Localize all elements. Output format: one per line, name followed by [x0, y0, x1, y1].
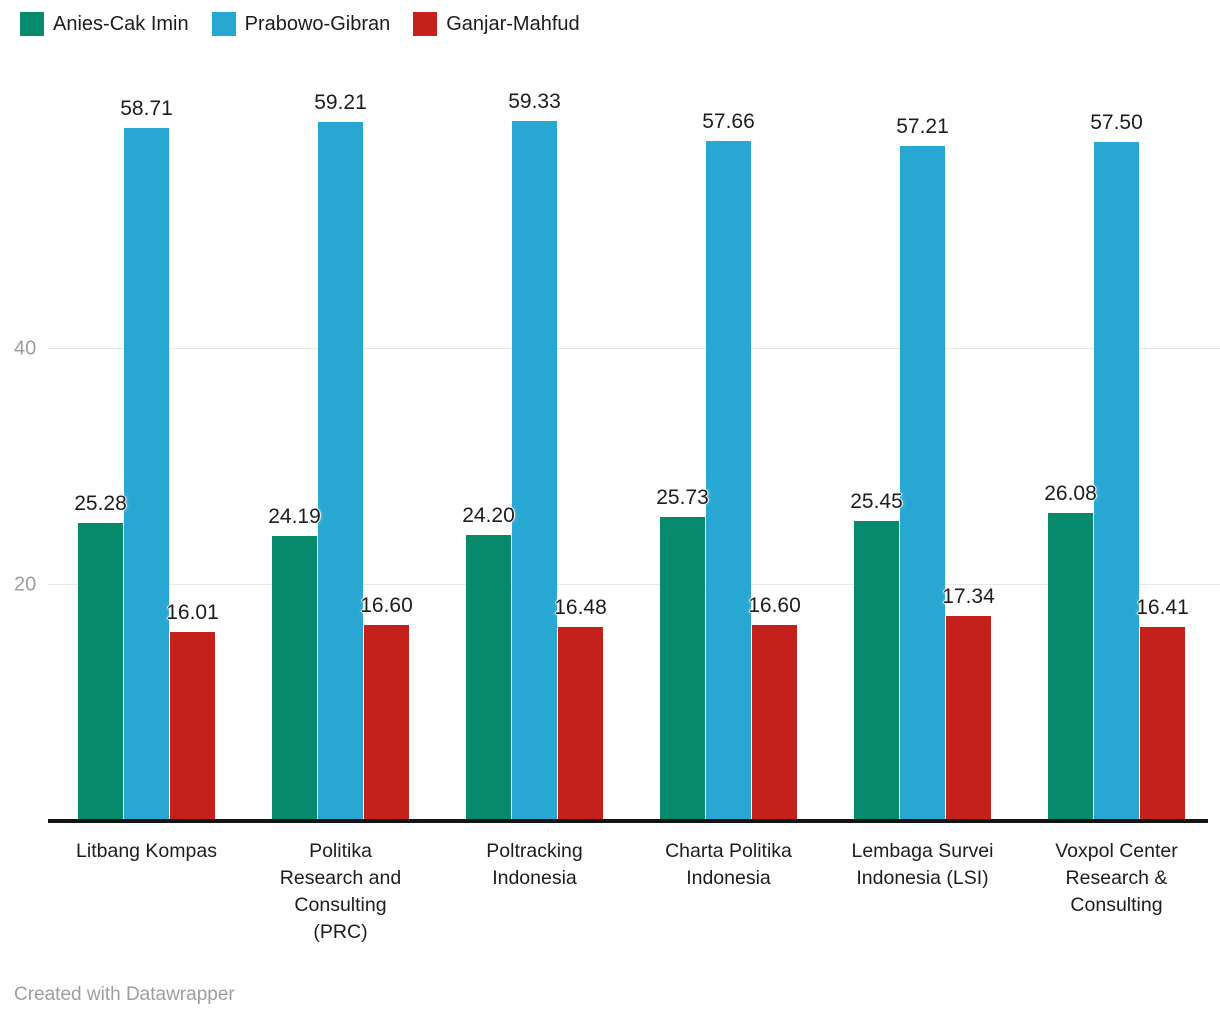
- plot-area: 25.28 58.71 16.01 24.19 59.21 16.60 24.20 59.33…: [48, 60, 1220, 821]
- legend-label: Anies-Cak Imin: [53, 12, 189, 35]
- bar-group: 24.19 59.21 16.60: [268, 60, 413, 821]
- legend: Anies-Cak Imin Prabowo-Gibran Ganjar-Mah…: [20, 12, 580, 36]
- x-axis-baseline: [48, 819, 1208, 823]
- datawrapper-credit-link[interactable]: Created with Datawrapper: [14, 984, 235, 1005]
- bar-value-label: 25.45: [850, 490, 903, 513]
- bar-anies-cak-imin: [660, 517, 705, 821]
- bar-value-label: 59.21: [314, 91, 367, 114]
- x-axis-category-label: Charta Politika Indonesia: [665, 840, 792, 889]
- bar-anies-cak-imin: [78, 523, 123, 821]
- y-axis-tick-label: 20: [14, 573, 37, 596]
- x-axis-category-label: Poltracking Indonesia: [486, 840, 583, 889]
- bar-ganjar-mahfud: [364, 625, 409, 821]
- bar-anies-cak-imin: [272, 536, 317, 821]
- bar-group: 24.20 59.33 16.48: [462, 60, 607, 821]
- legend-swatch-icon: [413, 12, 438, 36]
- bar-value-label: 26.08: [1044, 482, 1097, 505]
- bar-ganjar-mahfud: [946, 616, 991, 821]
- bar-anies-cak-imin: [854, 521, 899, 821]
- legend-item-prabowo-gibran: Prabowo-Gibran: [211, 12, 391, 36]
- bar-value-label: 16.60: [360, 594, 413, 617]
- bar-prabowo-gibran: [318, 122, 363, 821]
- bar-ganjar-mahfud: [752, 625, 797, 821]
- bar-value-label: 16.60: [748, 594, 801, 617]
- bar-anies-cak-imin: [1048, 513, 1093, 821]
- legend-item-anies-cak-imin: Anies-Cak Imin: [20, 12, 189, 36]
- bar-value-label: 16.48: [554, 596, 607, 619]
- x-axis-category-label: Litbang Kompas: [76, 840, 217, 862]
- gridline-y-40: [48, 348, 1220, 349]
- bar-value-label: 24.19: [268, 505, 321, 528]
- bar-group: 25.28 58.71 16.01: [74, 60, 219, 821]
- legend-label: Ganjar-Mahfud: [446, 12, 580, 35]
- bar-ganjar-mahfud: [558, 627, 603, 821]
- bar-value-label: 59.33: [508, 90, 561, 113]
- bar-value-label: 57.50: [1090, 111, 1143, 134]
- bar-value-label: 24.20: [462, 504, 515, 527]
- bar-group: 25.73 57.66 16.60: [656, 60, 801, 821]
- bar-value-label: 16.41: [1136, 596, 1189, 619]
- x-axis-category-label: Voxpol Center Research & Consulting: [1055, 840, 1178, 916]
- bar-value-label: 58.71: [120, 97, 173, 120]
- bar-group: 25.45 57.21 17.34: [850, 60, 995, 821]
- bar-value-label: 25.73: [656, 486, 709, 509]
- bar-prabowo-gibran: [124, 128, 169, 821]
- bar-prabowo-gibran: [1094, 142, 1139, 821]
- bar-value-label: 57.66: [702, 110, 755, 133]
- bar-value-label: 16.01: [166, 601, 219, 624]
- legend-item-ganjar-mahfud: Ganjar-Mahfud: [413, 12, 580, 36]
- bar-anies-cak-imin: [466, 535, 511, 821]
- bar-prabowo-gibran: [706, 141, 751, 821]
- x-axis-category-label: Lembaga Survei Indonesia (LSI): [851, 840, 994, 889]
- bar-prabowo-gibran: [512, 121, 557, 821]
- legend-swatch-icon: [211, 12, 236, 36]
- y-axis-tick-label: 40: [14, 337, 37, 360]
- x-axis-category-label: Politika Research and Consulting (PRC): [279, 840, 402, 943]
- bar-value-label: 25.28: [74, 492, 127, 515]
- legend-label: Prabowo-Gibran: [244, 12, 391, 35]
- bar-value-label: 17.34: [942, 585, 995, 608]
- gridline-y-20: [48, 584, 1220, 585]
- bar-value-label: 57.21: [896, 115, 949, 138]
- bar-group: 26.08 57.50 16.41: [1044, 60, 1189, 821]
- bar-ganjar-mahfud: [170, 632, 215, 821]
- bar-ganjar-mahfud: [1140, 627, 1185, 821]
- legend-swatch-icon: [20, 12, 44, 36]
- bar-prabowo-gibran: [900, 146, 945, 821]
